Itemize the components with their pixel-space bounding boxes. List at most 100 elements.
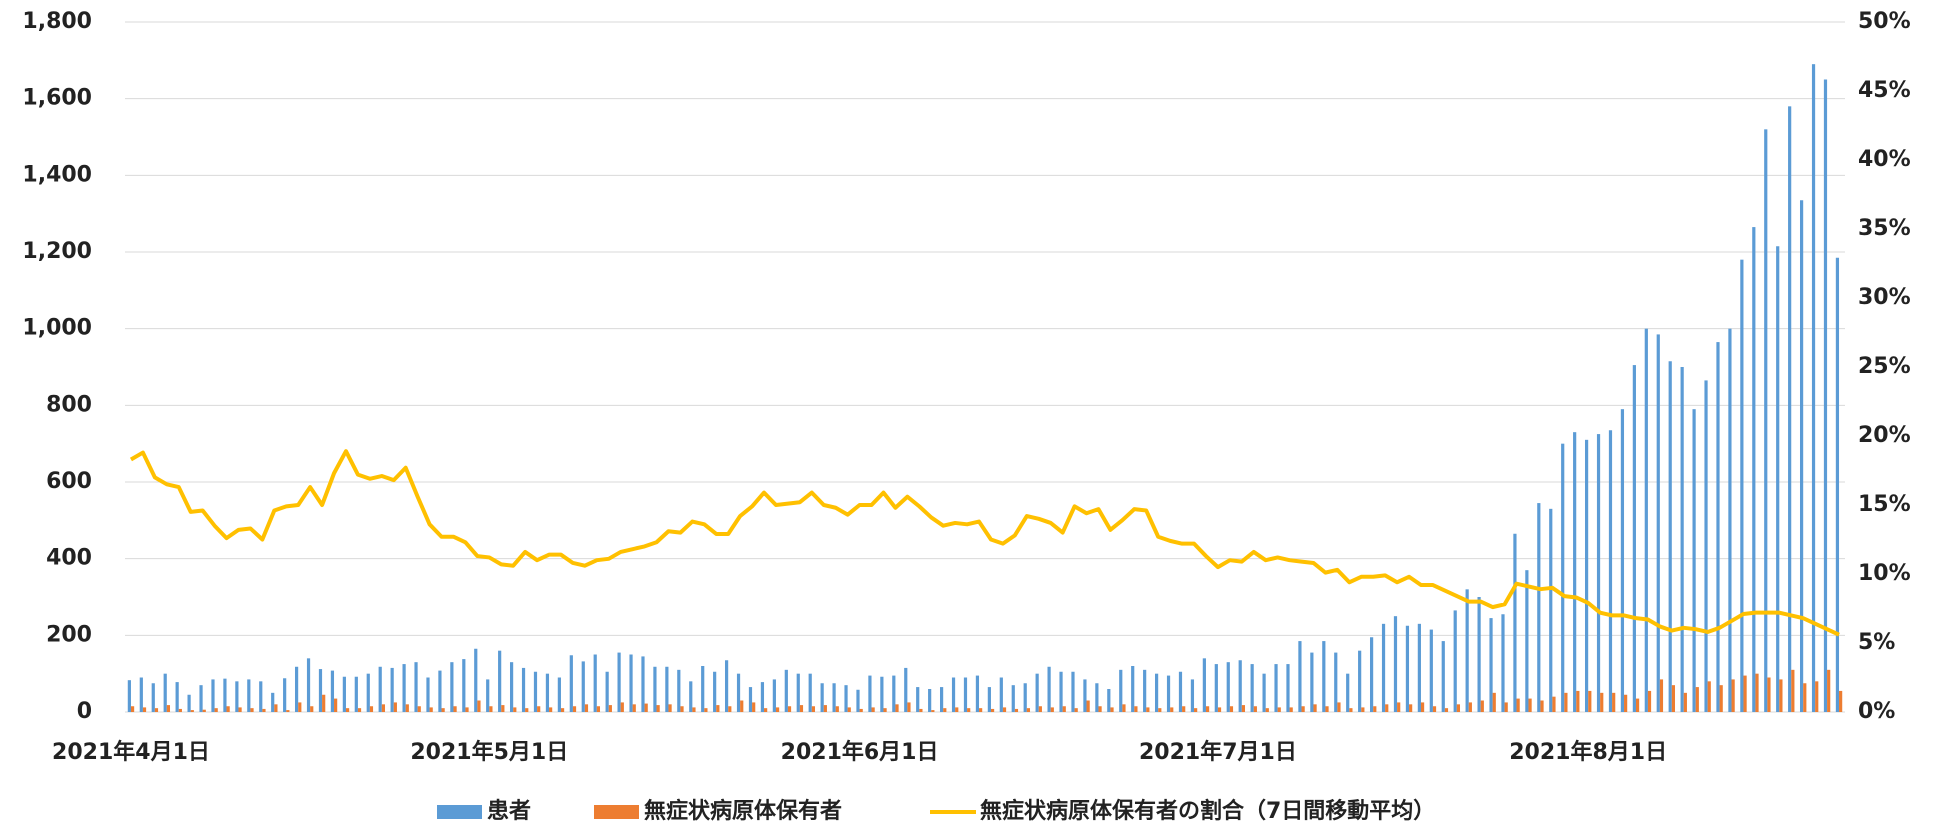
bar	[832, 683, 836, 712]
bar	[979, 708, 983, 712]
bar	[342, 676, 346, 712]
bar	[1381, 623, 1386, 712]
bar	[811, 706, 816, 712]
y2-tick-label: 20%	[1858, 423, 1911, 448]
bar	[298, 702, 302, 712]
bar	[1564, 692, 1568, 712]
bar	[1537, 503, 1541, 712]
bar	[453, 706, 457, 712]
bar	[405, 704, 409, 712]
bar	[1516, 698, 1520, 712]
bar	[1182, 706, 1186, 712]
bar	[1811, 64, 1816, 712]
bar	[1731, 679, 1735, 712]
bar	[943, 708, 947, 712]
bar	[1405, 625, 1410, 712]
bar	[286, 710, 290, 712]
bar	[1214, 664, 1218, 712]
bar	[963, 677, 968, 712]
bar	[844, 685, 848, 712]
bar	[426, 677, 430, 712]
bar	[560, 708, 565, 712]
y-tick-label: 1,800	[22, 9, 92, 34]
bar	[871, 707, 875, 712]
bar	[808, 673, 812, 712]
bar	[796, 673, 800, 712]
bar	[402, 664, 406, 712]
bar	[477, 700, 481, 712]
bar	[1229, 706, 1234, 712]
bar	[1561, 443, 1565, 712]
bar	[1740, 259, 1744, 712]
bar	[823, 705, 827, 712]
bar	[223, 678, 227, 712]
bar	[644, 703, 648, 712]
bar	[1074, 708, 1078, 712]
bar	[859, 708, 863, 712]
bar	[1369, 637, 1374, 712]
bar	[919, 708, 923, 712]
bar	[772, 679, 776, 712]
x-tick-label: 2021年7月1日	[1139, 739, 1297, 765]
bar	[1465, 589, 1469, 712]
bar	[1047, 666, 1051, 712]
bar	[1361, 707, 1365, 712]
bar	[1265, 708, 1269, 712]
bar	[1143, 669, 1147, 712]
bar	[202, 709, 206, 712]
bar	[760, 682, 765, 712]
bar	[250, 708, 254, 712]
bar	[1716, 342, 1720, 712]
bar	[1680, 367, 1684, 712]
bar	[1253, 706, 1257, 712]
bar	[1480, 700, 1484, 712]
bar	[1584, 439, 1589, 712]
bar	[214, 708, 218, 712]
bar	[1489, 618, 1493, 712]
bar	[557, 677, 561, 712]
bar	[1600, 692, 1604, 712]
bar	[1456, 704, 1461, 712]
bar	[1477, 597, 1481, 712]
bar	[1226, 662, 1230, 712]
y2-tick-label: 30%	[1858, 285, 1911, 310]
bar	[620, 702, 624, 712]
bar	[1059, 671, 1063, 712]
bar	[880, 676, 884, 712]
bar	[238, 707, 242, 712]
bar	[1334, 652, 1338, 712]
bar	[1023, 683, 1027, 712]
bar	[366, 673, 370, 712]
bar	[572, 706, 577, 712]
x-tick-label: 2021年6月1日	[781, 739, 939, 765]
y2-tick-label: 15%	[1858, 492, 1911, 517]
bar	[521, 667, 526, 712]
y-tick-label: 1,200	[22, 239, 92, 264]
bar	[883, 708, 887, 712]
bar	[653, 666, 657, 712]
bar	[262, 708, 266, 712]
bar	[1608, 430, 1613, 712]
y-tick-label: 1,000	[22, 316, 92, 341]
bar	[393, 702, 397, 712]
bar	[724, 660, 729, 712]
bar	[1322, 641, 1326, 712]
bar	[1549, 508, 1553, 712]
bar	[1573, 432, 1577, 712]
bar	[1289, 707, 1293, 712]
bar	[892, 675, 896, 712]
bar	[211, 679, 215, 712]
bar	[441, 708, 445, 712]
bar	[704, 708, 708, 712]
bar	[1501, 614, 1505, 712]
bar	[1799, 200, 1804, 712]
bar	[1453, 610, 1457, 712]
bar	[1504, 702, 1508, 712]
y2-tick-label: 5%	[1858, 630, 1895, 655]
bar	[668, 704, 672, 712]
bar	[1788, 106, 1792, 713]
bar	[1146, 707, 1150, 712]
bar	[501, 705, 505, 712]
legend-label: 無症状病原体保有者	[644, 798, 842, 824]
